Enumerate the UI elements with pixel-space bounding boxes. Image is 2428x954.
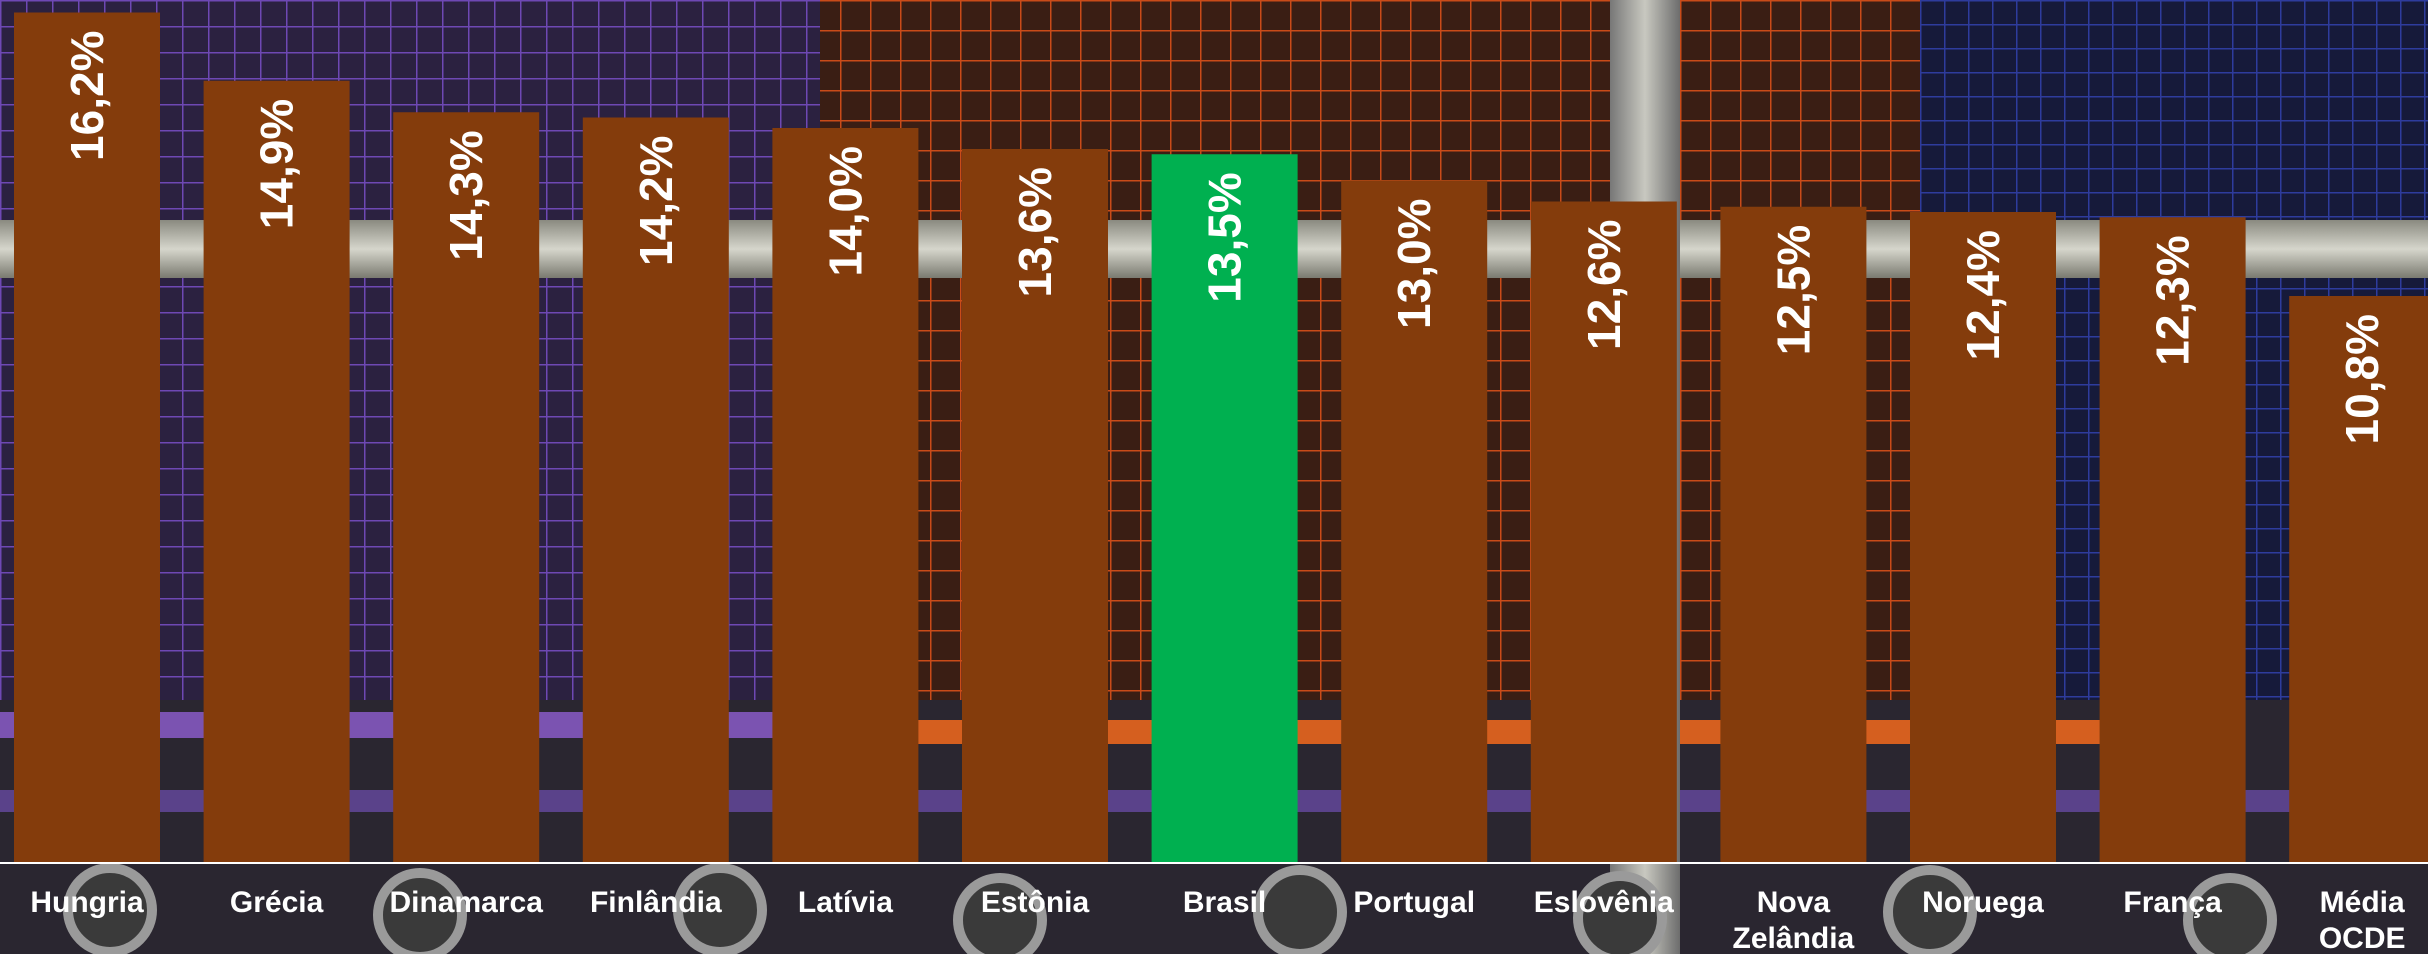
bar-franca [2099, 217, 2246, 863]
value-label-hungria: 16,2% [61, 31, 113, 161]
bar-grecia [203, 80, 350, 863]
value-label-noruega: 12,4% [1957, 230, 2009, 360]
bar-dinamarca [393, 112, 540, 863]
value-labels-group: 16,2% 14,9% 14,3% 14,2% 14,0% 13,6% 13,5% 13,0%… [61, 31, 2388, 445]
category-label-franca: França [2123, 886, 2222, 919]
category-label-brasil: Brasil [1183, 886, 1266, 919]
category-label-hungria: Hungria [30, 886, 144, 919]
category-label-media-ocde: Média OCDE [2319, 886, 2406, 954]
value-label-portugal: 13,0% [1388, 199, 1440, 329]
category-label-eslovenia: Eslovênia [1534, 886, 1674, 919]
bar-brasil [1151, 154, 1298, 863]
bar-estonia [962, 149, 1108, 863]
category-label-lativia: Latívia [798, 886, 893, 919]
value-label-franca: 12,3% [2147, 235, 2199, 365]
category-label-dinamarca: Dinamarca [389, 886, 543, 919]
bar-portugal [1341, 180, 1488, 863]
category-label-grecia: Grécia [230, 886, 324, 919]
value-label-lativia: 14,0% [819, 146, 871, 276]
bar-nova-zelandia [1720, 206, 1867, 863]
bar-hungria [14, 12, 160, 863]
category-label-noruega: Noruega [1922, 886, 2044, 919]
value-label-grecia: 14,9% [251, 99, 303, 229]
value-label-finlandia: 14,2% [630, 136, 682, 266]
value-label-dinamarca: 14,3% [440, 130, 492, 260]
category-label-nova-zelandia: Nova Zelândia [1733, 886, 1855, 954]
bars-group [14, 12, 2428, 863]
value-label-brasil: 13,5% [1199, 172, 1251, 302]
category-label-finlandia: Finlândia [590, 886, 722, 919]
bar-eslovenia [1530, 201, 1677, 863]
category-label-portugal: Portugal [1353, 886, 1475, 919]
value-label-nova-zelandia: 12,5% [1767, 225, 1819, 355]
bar-media-ocde [2289, 296, 2428, 863]
value-label-estonia: 13,6% [1009, 167, 1061, 297]
category-labels-group: Hungria Grécia Dinamarca Finlândia Latívia Es… [30, 886, 2405, 954]
value-label-eslovenia: 12,6% [1578, 220, 1630, 350]
value-label-media-ocde: 10,8% [2336, 314, 2388, 444]
bar-noruega [1910, 212, 2056, 863]
category-label-estonia: Estônia [981, 886, 1090, 919]
bar-lativia [772, 128, 919, 863]
bar-finlandia [582, 117, 729, 863]
